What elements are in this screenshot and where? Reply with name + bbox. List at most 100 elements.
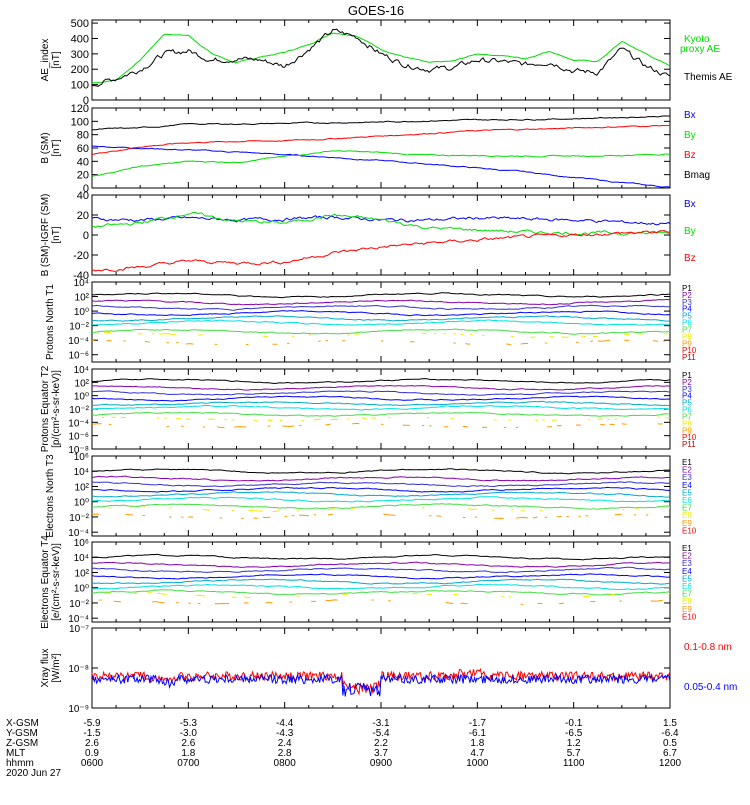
xaxis-row-value: 0600 (81, 758, 104, 769)
flux-channel-5-1 (92, 476, 670, 481)
flux-channel-5-8 (615, 514, 622, 515)
flux-channel-3-7 (434, 333, 436, 334)
y-tick-label-5: 10⁰ (74, 498, 89, 509)
y-tick-label-3: 10⁻⁴ (68, 336, 89, 347)
y-tick-label-5: 10⁻² (69, 513, 89, 524)
xaxis-date: 2020 Jun 27 (6, 768, 61, 779)
flux-channel-3-8 (506, 344, 511, 345)
y-tick-label-3: 10⁴ (74, 278, 89, 289)
flux-channel-4-8 (282, 426, 294, 427)
y-tick-label-4: 10⁻⁴ (68, 418, 89, 429)
xaxis-row-value: 0800 (274, 758, 297, 769)
xray-series-1 (92, 675, 670, 697)
flux-channel-3-6 (92, 329, 670, 334)
y-tick-label-6: 10⁰ (74, 584, 89, 595)
flux-channel-3-8 (465, 344, 470, 345)
y-tick-label-1: 100 (71, 116, 89, 128)
y-axis-label-4: Protons Equator T2 (40, 365, 51, 452)
panel-frame-5 (92, 456, 670, 536)
flux-channel-3-3 (92, 311, 670, 316)
flux-channel-5-8 (566, 516, 568, 517)
flux-channel-5-7 (328, 509, 335, 510)
flux-channel-3-7 (562, 337, 569, 338)
flux-channel-5-7 (109, 508, 111, 509)
y-tick-label-2: -20 (73, 250, 89, 262)
flux-channel-6-7 (133, 593, 138, 594)
y-tick-label-6: 10⁴ (74, 553, 89, 564)
y-axis-label-7: [W/m²] (51, 653, 62, 683)
y-tick-label-1: 40 (77, 156, 89, 168)
panel-frame-7 (92, 628, 670, 708)
flux-channel-6-8 (326, 600, 338, 601)
flux-channel-3-8 (598, 340, 610, 341)
flux-channel-5-8 (328, 514, 333, 515)
flux-channel-5-4 (92, 492, 670, 497)
y-tick-label-1: 20 (77, 170, 89, 182)
flux-channel-4-6 (92, 412, 670, 416)
flux-channel-5-8 (126, 515, 133, 516)
y-axis-label-6: Electrons Equator T4 (40, 535, 51, 629)
xaxis-row-value: 1100 (563, 758, 585, 769)
y-tick-label-3: 10⁻⁶ (68, 351, 89, 362)
legend-particle-5-9: E10 (682, 526, 697, 535)
flux-channel-3-0 (92, 293, 670, 298)
legend-xray-0: 0.1-0.8 nm (684, 642, 732, 653)
flux-channel-5-7 (143, 507, 145, 508)
legend-bsm-0: Bx (684, 110, 696, 121)
series-by (92, 151, 670, 176)
flux-channel-4-8 (463, 427, 468, 428)
flux-channel-4-1 (92, 386, 670, 391)
y-axis-label-1: [nT] (51, 139, 62, 156)
flux-channel-3-8 (186, 344, 193, 345)
y-tick-label-6: 10² (75, 568, 90, 579)
flux-channel-5-8 (263, 517, 270, 518)
legend-xray-1: 0.05-0.4 nm (684, 682, 737, 693)
flux-channel-3-8 (521, 344, 528, 345)
flux-channel-6-8 (651, 600, 663, 601)
y-tick-label-5: 10⁶ (74, 452, 89, 463)
flux-channel-4-8 (234, 427, 246, 428)
y-tick-label-1: 120 (71, 103, 89, 115)
flux-channel-4-8 (217, 427, 224, 428)
flux-channel-3-2 (92, 305, 670, 310)
flux-channel-6-8 (152, 602, 164, 603)
y-tick-label-0: 300 (71, 49, 89, 61)
series-by (92, 212, 670, 235)
y-axis-label-3: Protons North T1 (45, 284, 56, 360)
flux-channel-4-8 (600, 424, 605, 425)
flux-channel-3-4 (92, 316, 670, 321)
series-bz (92, 231, 670, 272)
flux-channel-6-7 (196, 595, 206, 596)
flux-channel-6-7 (157, 593, 167, 594)
flux-channel-6-2 (92, 567, 670, 572)
flux-channel-4-3 (92, 396, 670, 401)
series-themis-ae (92, 29, 670, 86)
y-tick-label-7: 10⁻⁸ (68, 664, 89, 675)
y-axis-label-0: AE_index (40, 39, 51, 82)
y-axis-label-5: Electrons North T3 (45, 454, 56, 538)
panel-frame-1 (92, 108, 670, 188)
flux-channel-3-7 (581, 336, 586, 337)
flux-channel-4-7 (268, 420, 273, 421)
y-tick-label-2: 0 (83, 230, 89, 242)
flux-channel-5-7 (249, 510, 264, 511)
flux-channel-5-8 (383, 514, 395, 516)
y-tick-label-4: 10² (75, 378, 90, 389)
y-axis-label-2: B (SM)-IGRF (SM) (40, 194, 51, 277)
legend-kyoto: proxy AE (680, 44, 720, 55)
legend-particle-4-10: P11 (682, 440, 696, 449)
flux-channel-4-5 (92, 406, 670, 411)
flux-channel-5-8 (533, 517, 538, 518)
flux-channel-5-7 (273, 511, 280, 512)
flux-channel-3-5 (92, 320, 670, 325)
flux-channel-5-8 (299, 515, 309, 516)
flux-channel-3-1 (92, 299, 670, 304)
legend-bigrf-0: Bx (684, 199, 696, 210)
flux-channel-4-8 (516, 427, 518, 428)
plot-title: GOES-16 (348, 3, 404, 18)
legend-bsm-1: By (684, 130, 696, 141)
series-bx (92, 216, 670, 225)
panel-frame-6 (92, 542, 670, 622)
flux-channel-5-7 (521, 511, 526, 512)
